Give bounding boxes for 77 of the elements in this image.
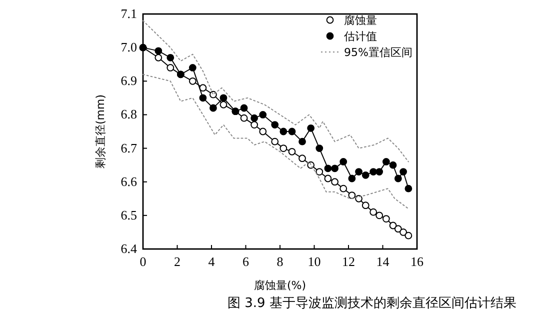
point [240, 114, 248, 122]
point [166, 64, 174, 72]
point [382, 215, 390, 222]
point [394, 174, 402, 182]
point [154, 54, 162, 62]
point [298, 154, 306, 162]
point [362, 171, 370, 179]
point [288, 128, 296, 136]
point [389, 161, 397, 169]
x-tick-label: 10 [308, 254, 321, 269]
x-tick-label: 14 [376, 254, 390, 269]
point [240, 104, 248, 112]
legend-label: 腐蚀量 [344, 14, 377, 27]
point [331, 178, 338, 186]
point [400, 228, 407, 236]
y-tick-label: 7.0 [120, 40, 137, 55]
x-tick-label: 6 [242, 254, 250, 269]
point [324, 174, 332, 182]
point [348, 174, 356, 182]
x-tick-label: 4 [208, 254, 216, 269]
line-series [142, 74, 409, 210]
point [259, 111, 267, 118]
point [362, 202, 370, 210]
x-axis-title: 腐蚀量(%) [254, 279, 306, 292]
legend-label: 估计值 [344, 30, 377, 43]
x-tick-label: 2 [174, 254, 180, 269]
point [259, 128, 267, 136]
x-tick-label: 12 [342, 254, 355, 269]
point [370, 208, 378, 216]
point [280, 128, 288, 136]
point [370, 168, 378, 176]
x-tick-label: 8 [276, 254, 284, 269]
x-tick-label: 0 [140, 254, 146, 269]
point [394, 225, 402, 233]
y-tick-label: 6.5 [120, 207, 137, 222]
y-tick-label: 6.7 [120, 140, 138, 156]
point [316, 144, 324, 152]
point [376, 168, 384, 176]
point [288, 148, 296, 156]
y-axis-title: 剩余直径(mm) [94, 94, 107, 169]
point [188, 64, 196, 72]
point [271, 121, 279, 128]
point [166, 54, 174, 62]
point [250, 114, 258, 122]
point [316, 168, 324, 176]
point [331, 164, 338, 172]
point [220, 100, 228, 108]
point [199, 84, 207, 92]
point [340, 184, 348, 192]
point [348, 192, 356, 199]
point [154, 47, 162, 55]
point [210, 104, 217, 112]
legend-label: 95%置信区间 [344, 46, 412, 59]
point [324, 164, 332, 172]
point [298, 138, 306, 146]
point [404, 184, 412, 192]
y-tick-label: 6.4 [120, 241, 138, 256]
point [382, 158, 390, 166]
point [271, 138, 279, 146]
point [340, 158, 348, 166]
y-tick-label: 6.8 [120, 106, 137, 122]
point [400, 168, 407, 176]
point [188, 77, 196, 85]
y-tick-label: 7.1 [120, 6, 137, 21]
point [389, 222, 397, 230]
caption: 图 3.9 基于导波监测技术的剩余直径区间估计结果 [228, 296, 516, 311]
point [199, 94, 207, 102]
point [355, 168, 362, 176]
y-tick-label: 6.9 [120, 73, 137, 88]
point [376, 212, 384, 220]
y-tick-label: 6.6 [120, 174, 138, 189]
point [307, 124, 315, 132]
point [220, 94, 228, 102]
point [250, 121, 258, 128]
x-tick-label: 16 [410, 254, 424, 269]
point [280, 144, 288, 152]
point [404, 232, 412, 240]
